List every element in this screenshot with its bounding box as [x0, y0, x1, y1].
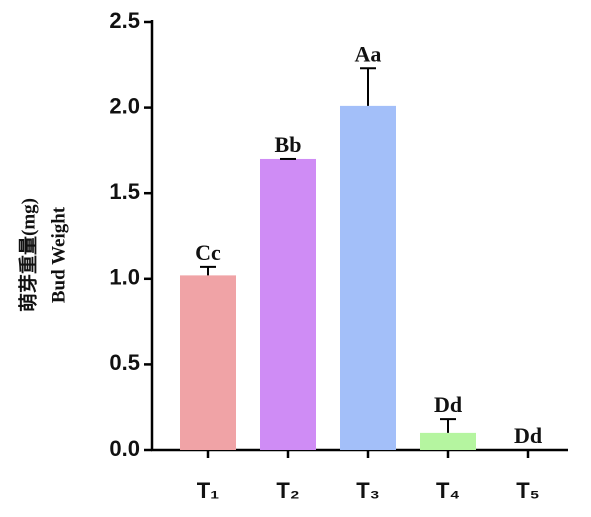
bar — [340, 105, 396, 450]
error-bar — [200, 265, 216, 276]
bar — [420, 432, 476, 450]
annotation: Dd — [434, 392, 462, 417]
y-tick-label: 0.0 — [109, 436, 140, 461]
y-tick-label: 2.5 — [109, 8, 140, 33]
y-axis-label: 萌芽重量(mg) — [16, 198, 39, 312]
x-tick-label: T₂ — [276, 478, 299, 503]
annotation: Dd — [514, 423, 542, 448]
x-tick-label: T₅ — [516, 478, 540, 503]
error-bar — [440, 418, 456, 433]
x-tick-label: T₄ — [436, 478, 460, 503]
y-tick-label: 0.5 — [109, 350, 140, 375]
x-tick-label: T₃ — [356, 478, 380, 503]
annotation: Bb — [275, 132, 302, 157]
x-tick-label: T₁ — [197, 478, 220, 503]
bar — [260, 158, 316, 450]
y-tick-label: 2.0 — [109, 93, 140, 118]
annotation: Cc — [195, 240, 221, 265]
annotation: Aa — [355, 41, 382, 66]
y-axis-label: Bud Weight — [48, 206, 69, 303]
y-tick-label: 1.0 — [109, 265, 140, 290]
y-tick-label: 1.5 — [109, 179, 140, 204]
bar — [180, 275, 236, 450]
error-bar — [360, 67, 376, 106]
